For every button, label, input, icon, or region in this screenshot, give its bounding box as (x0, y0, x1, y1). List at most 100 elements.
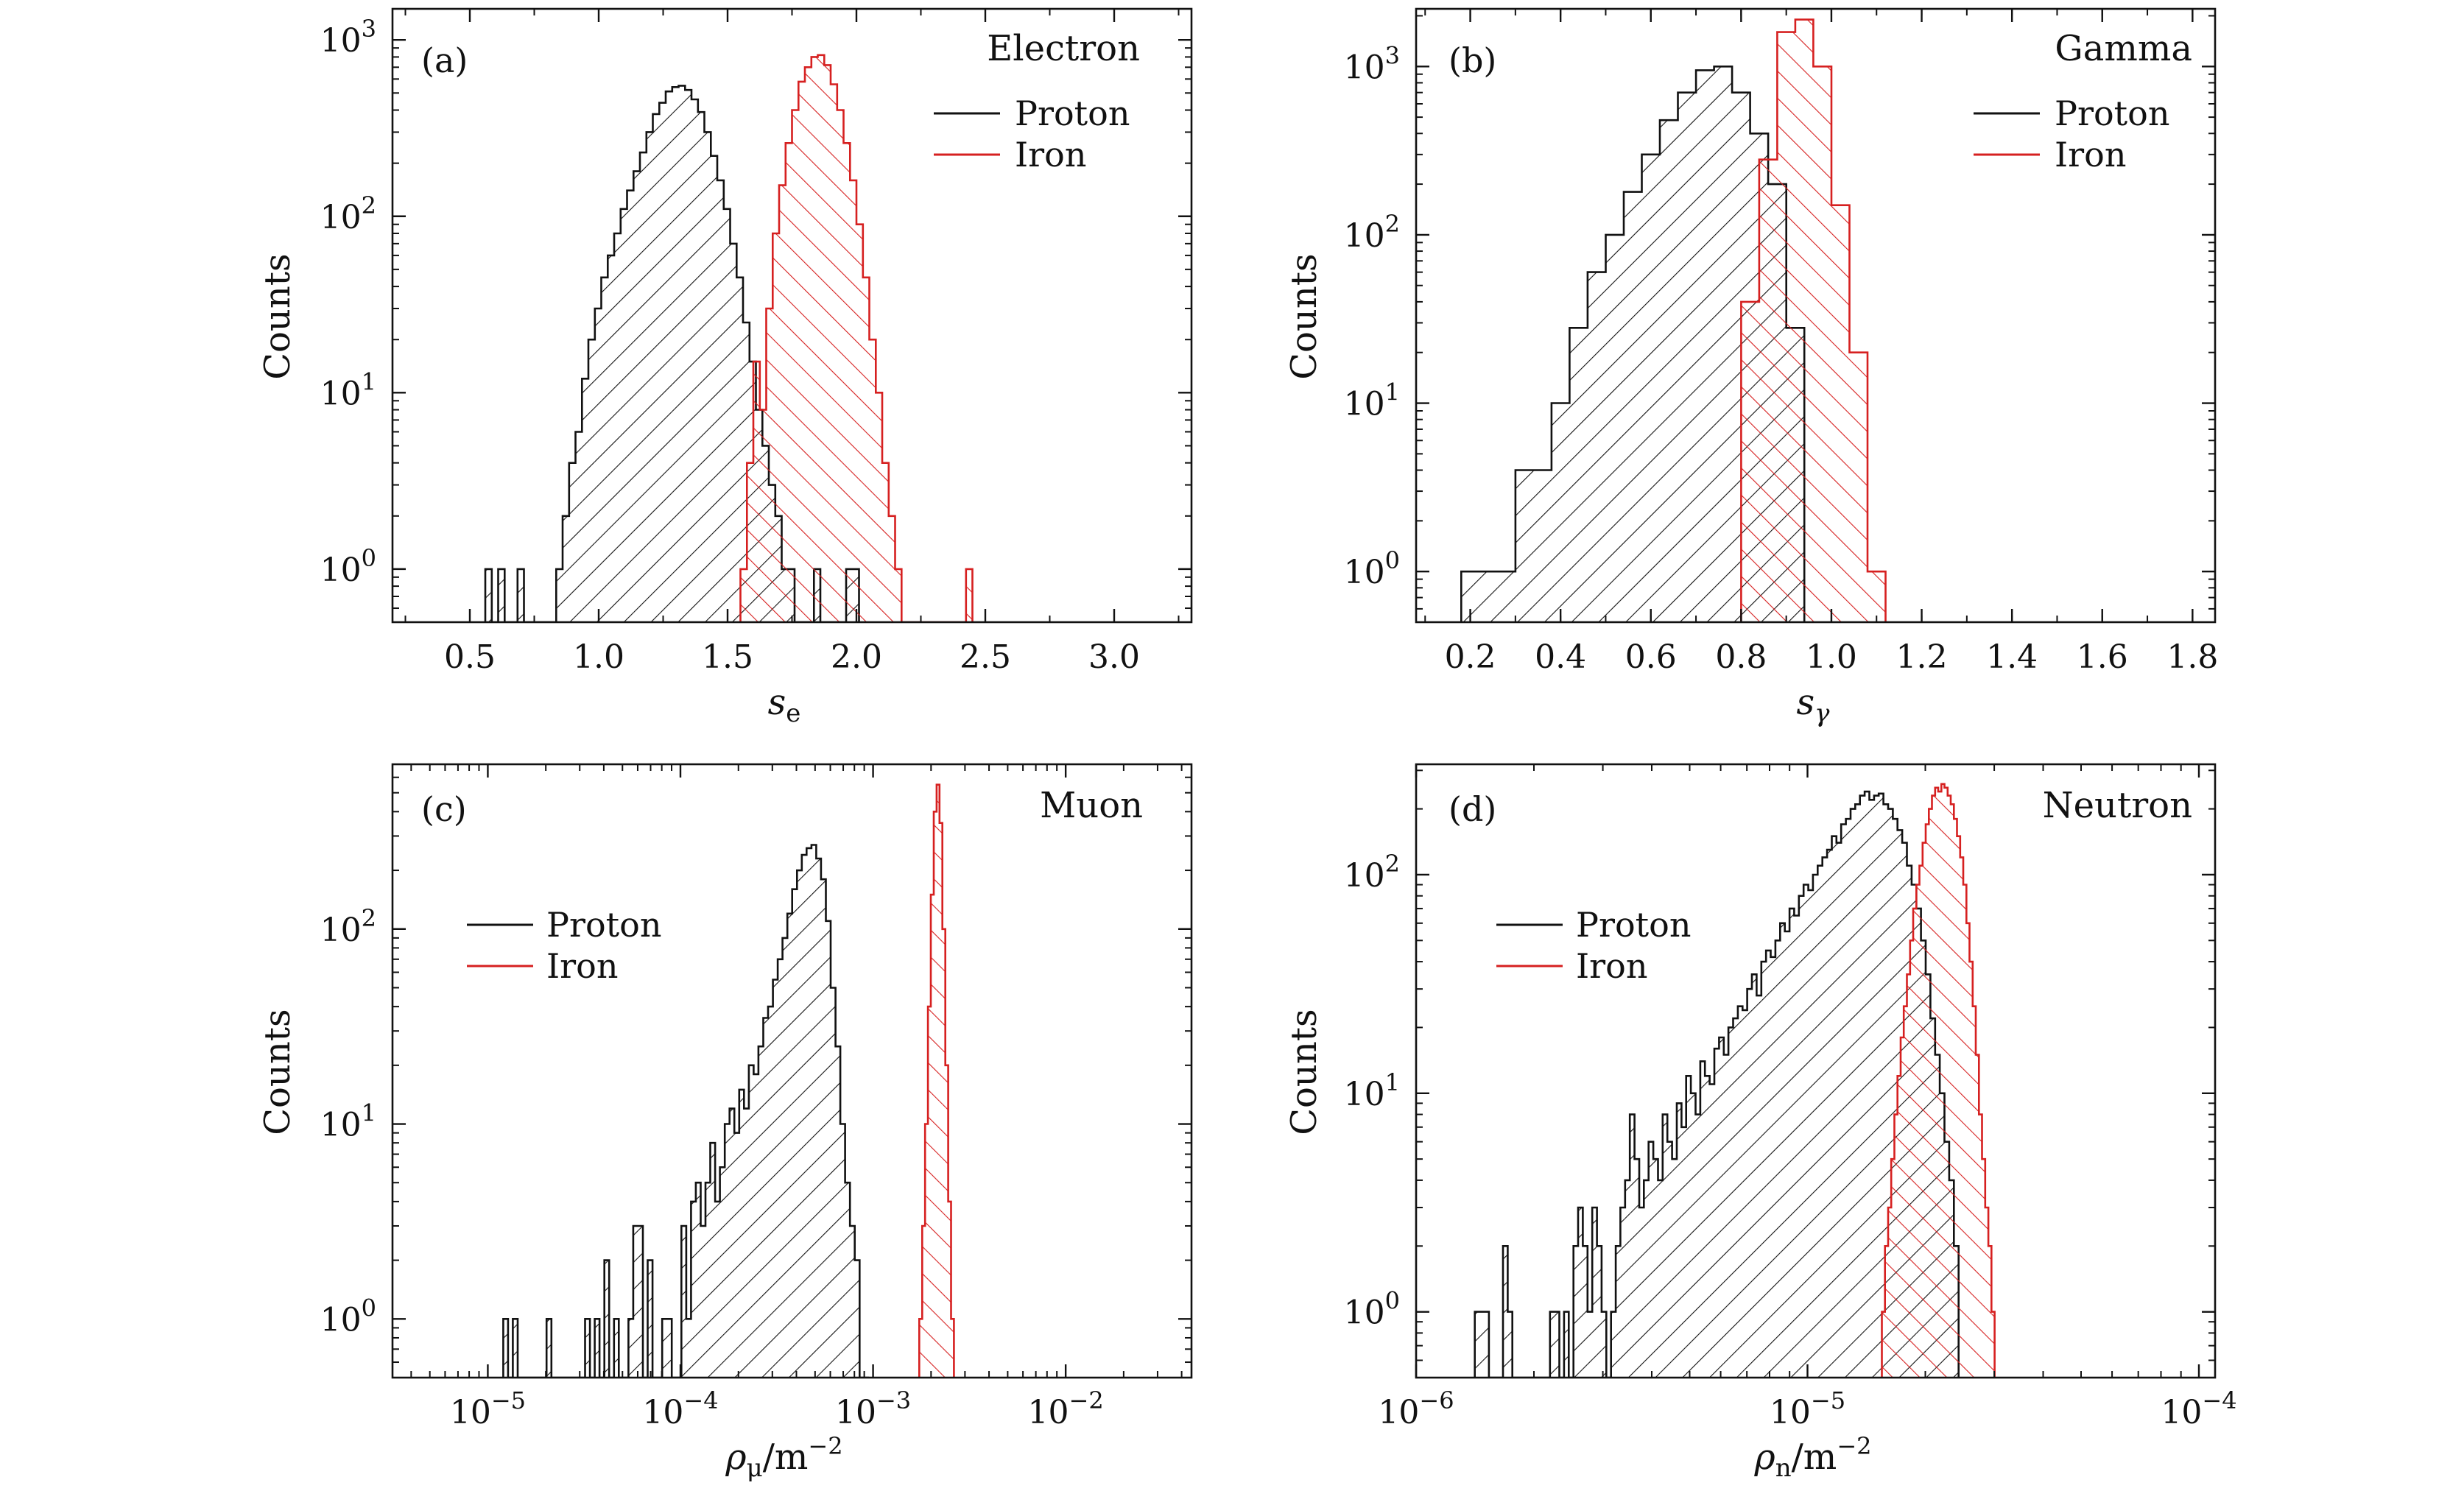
iron-bin-bar (882, 462, 889, 622)
panel-title: Gamma (2055, 28, 2192, 69)
proton-bin-bar (613, 1319, 619, 1378)
proton-bin-bar (685, 90, 691, 622)
x-tick-label: 2.0 (831, 638, 882, 676)
x-tick-label: 0.8 (1715, 638, 1767, 676)
legend-proton-label: Proton (1015, 94, 1130, 133)
iron-bin-bar (1966, 923, 1970, 1378)
proton-bin-bar (725, 1124, 730, 1378)
proton-bin-bar (1836, 842, 1842, 1378)
x-axis-title: sγ (1797, 682, 1831, 728)
x-tick-label: 0.4 (1535, 638, 1586, 676)
proton-bin-bar (1648, 1141, 1654, 1378)
proton-bin-bar (513, 1319, 518, 1378)
y-tick-label: 101 (320, 367, 376, 412)
proton-bin-bar (1691, 1093, 1696, 1378)
iron-bin-bar (1954, 819, 1957, 1378)
legend-iron-label: Iron (1576, 946, 1647, 986)
plot-area: 10−6 10−5 10−4 100 101 102 (1344, 763, 2237, 1431)
iron-bin-bar (1982, 1159, 1985, 1378)
proton-bin-bar (1583, 1246, 1588, 1378)
proton-bin-bar (739, 1089, 745, 1378)
proton-bin-bar (1681, 1127, 1686, 1378)
proton-bin-bar (723, 208, 731, 622)
iron-bin-bar (785, 143, 792, 622)
proton-bin-bar (1662, 1114, 1668, 1378)
proton-bin-bar (627, 190, 634, 622)
proton-bin-bar (1578, 1208, 1583, 1378)
proton-bin-bar (1497, 571, 1516, 622)
proton-bin-bar (1756, 995, 1761, 1378)
iron-bin-bar (1900, 1037, 1904, 1378)
proton-bin-bar (1714, 1048, 1719, 1378)
iron-bin-bar (1951, 804, 1954, 1378)
proton-bin-bar (1587, 1311, 1593, 1378)
proton-bin-bar (575, 431, 582, 622)
y-axis-title: Counts (1284, 1009, 1325, 1135)
y-tick-label: 100 (1344, 1287, 1400, 1332)
iron-bin-bar (1913, 908, 1917, 1378)
proton-bin-bar (820, 879, 826, 1378)
iron-bin-bar (1919, 865, 1923, 1378)
proton-bin-bar (1686, 1076, 1692, 1378)
proton-bin-bar (1638, 1208, 1644, 1378)
proton-bin-bar (729, 1108, 735, 1378)
proton-bin-bar (816, 858, 821, 1378)
iron-bin-bar (1957, 836, 1960, 1378)
iron-bin-bar (928, 1007, 932, 1378)
proton-bin-bar (1869, 800, 1874, 1378)
proton-bin-bar (1592, 1208, 1597, 1378)
proton-bin-bar (1700, 1061, 1706, 1378)
proton-bin-bar (1507, 1311, 1513, 1378)
iron-bin-bar (779, 185, 786, 622)
iron-bin-bar (895, 568, 902, 622)
proton-bin-bar (772, 979, 778, 1378)
x-axis-symbol: ρ (725, 1437, 746, 1478)
x-tick-label: 10−5 (450, 1386, 526, 1431)
proton-bin-bar (719, 1167, 725, 1378)
proton-bin-bar (1658, 1180, 1663, 1378)
proton-bin-bar (845, 1182, 851, 1378)
iron-bin-bar (1947, 795, 1951, 1378)
x-tick-label: 10−4 (2161, 1386, 2236, 1431)
y-tick-label: 102 (1344, 210, 1400, 255)
proton-bin-bar (1752, 974, 1757, 1378)
proton-bin-bar (1770, 956, 1775, 1378)
y-tick-label: 101 (320, 1099, 376, 1144)
iron-bin-bar (951, 1319, 954, 1378)
iron-bin-bar (824, 65, 831, 622)
proton-bin-bar (1887, 808, 1893, 1378)
proton-bin-bar (1667, 1141, 1672, 1378)
proton-bin-bar (1597, 1246, 1602, 1378)
proton-bin-bar (1822, 857, 1828, 1378)
proton-bin-bar (1865, 792, 1870, 1378)
iron-bin-bar (862, 277, 870, 622)
panel-label: (a) (421, 40, 468, 80)
proton-bin-bar (633, 171, 640, 622)
proton-bin-bar (1827, 850, 1832, 1378)
proton-bin-bar (1616, 1246, 1621, 1378)
proton-bin-bar (1620, 1208, 1625, 1378)
iron-bin-bar (1935, 787, 1939, 1378)
proton-bin-bar (608, 255, 614, 622)
y-tick-label: 102 (320, 904, 376, 949)
x-axis-symbol: ρ (1754, 1437, 1775, 1478)
proton-bin-bar (782, 937, 788, 1378)
proton-bin-bar (744, 1108, 749, 1378)
proton-bin-bar (763, 1018, 769, 1378)
x-tick-label: 1.0 (1806, 638, 1857, 676)
proton-bin-bar (1678, 92, 1697, 622)
proton-bin-bar (1808, 889, 1813, 1378)
proton-bin-bar (835, 1046, 841, 1378)
iron-bin-bar (1887, 1208, 1892, 1378)
legend-proton-label: Proton (2055, 94, 2169, 133)
iron-bin-bar (1938, 792, 1942, 1378)
x-axis-unit-exponent: −2 (808, 1432, 842, 1460)
iron-bin-bar (1867, 571, 1886, 622)
iron-bin-bar (869, 339, 876, 622)
proton-bin-bar (585, 1319, 591, 1378)
proton-bin-bar (1766, 950, 1771, 1378)
iron-bin-bar (817, 54, 825, 622)
proton-bin-bar (1515, 470, 1534, 622)
proton-bin-bar (1625, 1180, 1630, 1378)
iron-bin-bar (936, 784, 940, 1378)
